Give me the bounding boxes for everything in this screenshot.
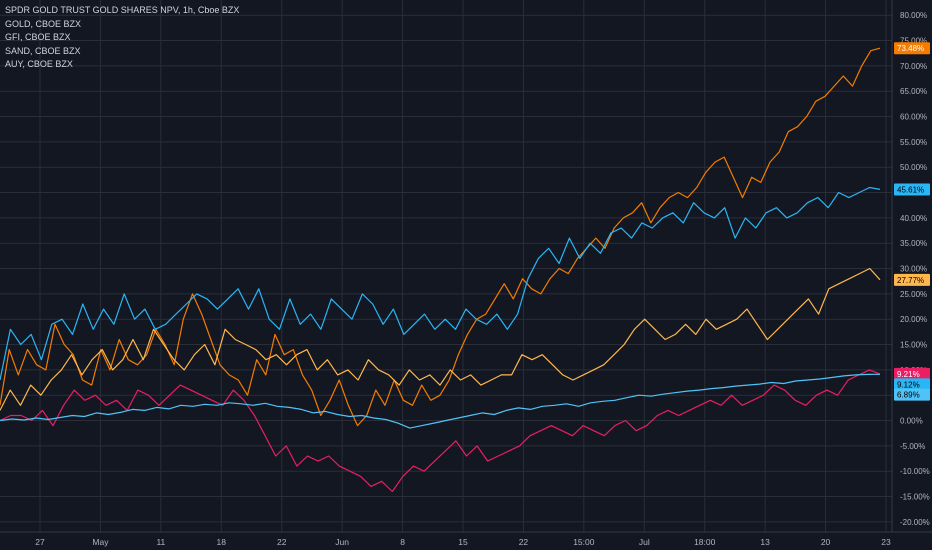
x-tick-label: May bbox=[92, 537, 109, 547]
x-tick-label: 18:00 bbox=[694, 537, 716, 547]
legend-main-symbol[interactable]: SPDR GOLD TRUST GOLD SHARES NPV, 1h, Cbo… bbox=[5, 5, 240, 15]
x-tick-label: 13 bbox=[760, 537, 770, 547]
y-tick-label: 50.00% bbox=[900, 163, 927, 172]
series-line-0 bbox=[0, 47, 881, 427]
y-tick-label: -5.00% bbox=[900, 442, 925, 451]
x-tick-label: 18 bbox=[217, 537, 227, 547]
x-tick-label: 23 bbox=[881, 537, 891, 547]
series-line-1 bbox=[0, 186, 881, 381]
x-tick-label: Jul bbox=[639, 537, 650, 547]
y-tick-label: -20.00% bbox=[900, 518, 930, 527]
svg-text:9.21%: 9.21% bbox=[897, 370, 920, 379]
last-value-label: 9.12% bbox=[894, 378, 930, 391]
y-tick-label: 30.00% bbox=[900, 265, 927, 274]
last-value-label: 9.21% bbox=[894, 367, 930, 380]
legend: SPDR GOLD TRUST GOLD SHARES NPV, 1h, Cbo… bbox=[5, 4, 239, 72]
svg-text:45.61%: 45.61% bbox=[897, 185, 924, 194]
y-tick-label: 15.00% bbox=[900, 341, 927, 350]
y-tick-label: 40.00% bbox=[900, 214, 927, 223]
x-tick-label: 22 bbox=[519, 537, 529, 547]
last-value-label: 73.48% bbox=[894, 42, 930, 55]
y-tick-label: 65.00% bbox=[900, 87, 927, 96]
svg-text:73.48%: 73.48% bbox=[897, 44, 924, 53]
x-tick-label: 11 bbox=[156, 537, 165, 547]
x-tick-label: 27 bbox=[35, 537, 45, 547]
time-axis[interactable]: 27 May 11 18 22 Jun 8 15 22 15:00 Jul 18:00 13 20 23 bbox=[35, 537, 891, 547]
last-value-label: 45.61% bbox=[894, 183, 930, 196]
last-value-labels: 73.48% 45.61% 27.77% 9.21%9.12% 6.89% bbox=[894, 42, 930, 401]
last-value-label: 6.89% bbox=[894, 388, 930, 401]
svg-text:6.89%: 6.89% bbox=[897, 391, 920, 400]
legend-symbol-gold[interactable]: GOLD, CBOE BZX bbox=[5, 18, 82, 29]
chart-series bbox=[0, 47, 881, 493]
series-line-4 bbox=[0, 373, 881, 429]
x-tick-label: 22 bbox=[277, 537, 287, 547]
y-tick-label: 60.00% bbox=[900, 113, 927, 122]
x-tick-label: 15:00 bbox=[573, 537, 595, 547]
y-tick-label: 80.00% bbox=[900, 11, 927, 20]
price-axis[interactable]: 80.00% 75.00% 70.00% 65.00% 60.00% 55.00% 50.0… bbox=[900, 11, 930, 527]
y-tick-label: 0.00% bbox=[900, 417, 923, 426]
y-tick-label: 35.00% bbox=[900, 239, 927, 248]
y-tick-label: 75.00% bbox=[900, 37, 927, 46]
svg-text:9.12%: 9.12% bbox=[897, 380, 920, 389]
y-tick-label: -15.00% bbox=[900, 493, 930, 502]
series-line-2 bbox=[0, 267, 881, 411]
y-tick-label: 70.00% bbox=[900, 62, 927, 71]
legend-symbol-sand[interactable]: SAND, CBOE BZX bbox=[5, 45, 81, 56]
y-tick-label: -10.00% bbox=[900, 467, 930, 476]
svg-text:27.77%: 27.77% bbox=[897, 276, 924, 285]
y-tick-label: 25.00% bbox=[900, 290, 927, 299]
y-tick-label: 55.00% bbox=[900, 138, 927, 147]
legend-symbol-gfi[interactable]: GFI, CBOE BZX bbox=[5, 32, 71, 42]
x-tick-label: 15 bbox=[458, 537, 468, 547]
series-line-3 bbox=[0, 369, 881, 493]
y-tick-label: 20.00% bbox=[900, 315, 927, 324]
x-tick-label: Jun bbox=[335, 537, 349, 547]
x-tick-label: 8 bbox=[400, 537, 405, 547]
last-value-label: 27.77% bbox=[894, 273, 930, 286]
x-tick-label: 20 bbox=[821, 537, 831, 547]
legend-symbol-auy[interactable]: AUY, CBOE BZX bbox=[5, 59, 73, 69]
